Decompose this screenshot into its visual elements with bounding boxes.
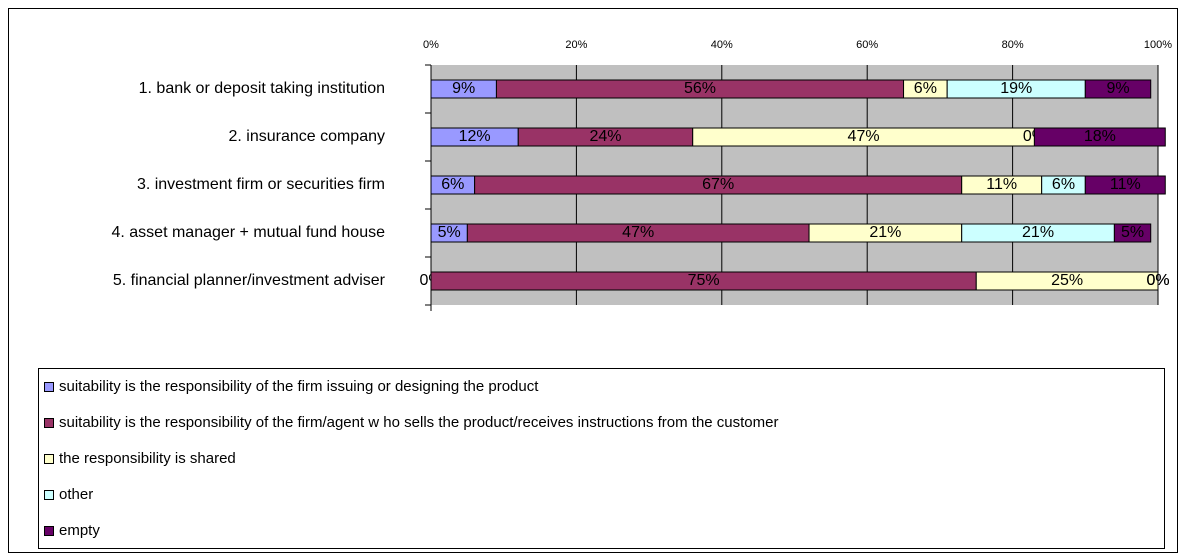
x-tick-label: 80% [1002, 39, 1024, 51]
legend-label: empty [59, 522, 100, 539]
category-label: 3. investment firm or securities firm [137, 176, 385, 193]
x-tick-label: 0% [423, 39, 439, 51]
legend-swatch [44, 490, 54, 500]
legend-label: suitability is the responsibility of the… [59, 378, 539, 395]
value-label: 11% [1110, 176, 1141, 193]
legend-swatch [44, 418, 54, 428]
x-tick-label: 20% [565, 39, 587, 51]
value-label: 21% [869, 224, 901, 241]
x-tick-label: 60% [856, 39, 878, 51]
category-label: 4. asset manager + mutual fund house [111, 224, 385, 241]
value-label: 9% [452, 80, 475, 97]
value-label: 75% [688, 272, 720, 289]
value-label: 19% [1000, 80, 1032, 97]
value-label: 6% [441, 176, 464, 193]
value-label: 56% [684, 80, 716, 97]
value-label: 12% [459, 128, 491, 145]
legend-swatch [44, 526, 54, 536]
value-label: 0% [1146, 272, 1169, 289]
value-label: 25% [1051, 272, 1083, 289]
x-tick-label: 40% [711, 39, 733, 51]
value-label: 47% [848, 128, 880, 145]
value-label: 6% [914, 80, 937, 97]
value-label: 6% [1052, 176, 1075, 193]
bar-segment [975, 271, 1159, 291]
x-tick-label: 100% [1144, 39, 1172, 51]
value-label: 5% [1121, 224, 1144, 241]
bar-segment [1033, 127, 1166, 147]
category-label: 5. financial planner/investment adviser [113, 272, 386, 289]
legend-box [38, 368, 1165, 549]
legend-label: other [59, 486, 93, 503]
legend-label: suitability is the responsibility of the… [59, 414, 778, 431]
legend-swatch [44, 454, 54, 464]
value-label: 47% [622, 224, 654, 241]
legend-label: the responsibility is shared [59, 450, 236, 467]
bar-segment [1084, 79, 1152, 99]
value-label: 24% [589, 128, 621, 145]
value-label: 67% [702, 176, 734, 193]
value-label: 18% [1084, 128, 1116, 145]
category-label: 1. bank or deposit taking institution [139, 80, 385, 97]
value-label: 5% [438, 224, 461, 241]
category-label: 2. insurance company [228, 128, 385, 145]
value-label: 11% [986, 176, 1017, 193]
value-label: 21% [1022, 224, 1054, 241]
value-label: 0% [1146, 272, 1169, 289]
bar-segment [1084, 175, 1166, 195]
legend-swatch [44, 382, 54, 392]
value-label: 9% [1106, 80, 1129, 97]
bar-segment [1113, 223, 1152, 243]
